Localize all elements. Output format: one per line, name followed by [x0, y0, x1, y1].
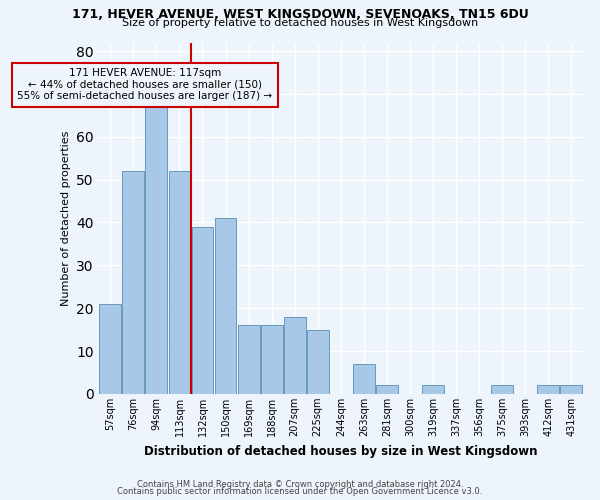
- Bar: [284, 317, 305, 394]
- Text: 171, HEVER AVENUE, WEST KINGSDOWN, SEVENOAKS, TN15 6DU: 171, HEVER AVENUE, WEST KINGSDOWN, SEVEN…: [71, 8, 529, 20]
- Bar: [537, 386, 559, 394]
- Text: Size of property relative to detached houses in West Kingsdown: Size of property relative to detached ho…: [122, 18, 478, 28]
- Y-axis label: Number of detached properties: Number of detached properties: [61, 130, 71, 306]
- Bar: [376, 386, 398, 394]
- Bar: [422, 386, 444, 394]
- Text: Contains HM Land Registry data © Crown copyright and database right 2024.: Contains HM Land Registry data © Crown c…: [137, 480, 463, 489]
- Bar: [100, 304, 121, 394]
- Bar: [491, 386, 513, 394]
- Bar: [122, 171, 145, 394]
- Bar: [353, 364, 375, 394]
- Text: 171 HEVER AVENUE: 117sqm
← 44% of detached houses are smaller (150)
55% of semi-: 171 HEVER AVENUE: 117sqm ← 44% of detach…: [17, 68, 272, 102]
- Bar: [260, 326, 283, 394]
- Bar: [238, 326, 260, 394]
- X-axis label: Distribution of detached houses by size in West Kingsdown: Distribution of detached houses by size …: [144, 444, 538, 458]
- Bar: [560, 386, 582, 394]
- Bar: [145, 102, 167, 394]
- Bar: [307, 330, 329, 394]
- Text: Contains public sector information licensed under the Open Government Licence v3: Contains public sector information licen…: [118, 487, 482, 496]
- Bar: [191, 227, 214, 394]
- Bar: [169, 171, 190, 394]
- Bar: [215, 218, 236, 394]
